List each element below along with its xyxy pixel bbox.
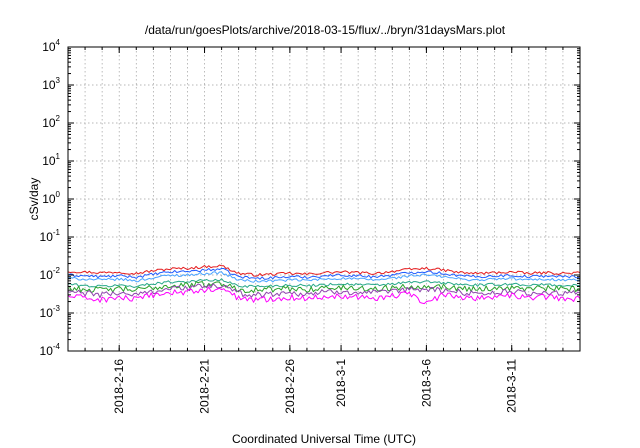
- x-tick-label: 2018-3-1: [334, 359, 348, 407]
- chart-title: /data/run/goesPlots/archive/2018-03-15/f…: [145, 23, 506, 37]
- series-line-2: [67, 268, 581, 280]
- y-tick-label: 10-3: [40, 304, 61, 320]
- series-line-4: [67, 278, 581, 288]
- x-tick-label: 2018-2-26: [283, 359, 297, 414]
- y-tick-label: 100: [42, 190, 60, 206]
- ticks: [68, 46, 580, 352]
- series-layer: [67, 264, 581, 305]
- x-tick-label: 2018-2-16: [112, 359, 126, 414]
- series-line-5: [67, 281, 581, 294]
- y-tick-label: 101: [42, 152, 60, 168]
- series-line-6: [67, 283, 581, 299]
- y-axis-label: cSv/day: [27, 178, 41, 221]
- x-axis-label: Coordinated Universal Time (UTC): [232, 432, 416, 446]
- x-tick-labels: 2018-2-16 2018-2-21 2018-2-26 2018-3-1 2018-…: [112, 359, 519, 414]
- x-tick-label: 2018-2-21: [198, 359, 212, 414]
- x-tick-label: 2018-3-6: [419, 359, 433, 407]
- grid: [68, 47, 580, 351]
- y-tick-label: 10-2: [40, 266, 61, 282]
- y-tick-label: 10-4: [40, 342, 61, 358]
- series-line-1: [67, 264, 581, 277]
- y-tick-labels: 10-4 10-3 10-2 10-1 100 101 102 103 104: [40, 38, 61, 358]
- y-tick-label: 10-1: [40, 228, 61, 244]
- series-line-3: [67, 271, 581, 283]
- y-tick-label: 102: [42, 114, 60, 130]
- x-tick-label: 2018-3-11: [505, 359, 519, 413]
- y-tick-label: 103: [42, 76, 60, 92]
- series-line-7: [67, 286, 581, 305]
- y-tick-label: 104: [42, 38, 60, 54]
